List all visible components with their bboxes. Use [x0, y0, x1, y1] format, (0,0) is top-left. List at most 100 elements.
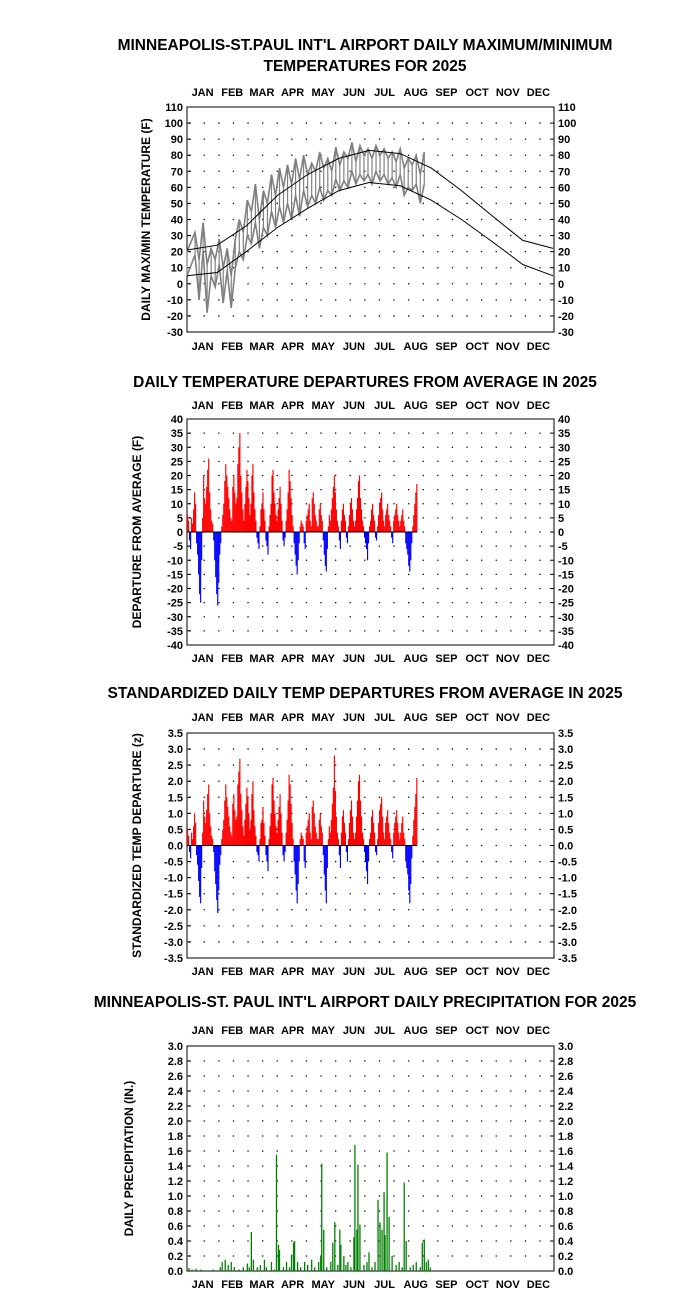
y-tick-label-left: 2.4	[168, 1086, 184, 1098]
departure-bar	[328, 826, 330, 846]
departure-bar	[337, 526, 339, 532]
month-label-top: APR	[281, 400, 304, 412]
month-label-bottom: OCT	[465, 1279, 489, 1291]
y-tick-label-left: 0.2	[168, 1251, 183, 1263]
departure-bar	[344, 832, 347, 846]
departure-bar	[340, 520, 342, 532]
y-tick-label-right: 3.5	[558, 728, 573, 740]
departure-bar	[291, 515, 293, 532]
departure-bar	[274, 503, 276, 532]
month-label-bottom: SEP	[435, 653, 457, 665]
departure-bar	[308, 503, 310, 532]
departure-bar	[292, 526, 294, 532]
departure-bar	[259, 526, 261, 532]
departure-bar	[237, 464, 239, 532]
y-tick-label-right: -3.5	[558, 953, 577, 965]
departure-bar	[214, 532, 216, 561]
y-tick-label-right: 10	[558, 499, 570, 511]
departure-bar	[358, 475, 361, 532]
month-label-top: AUG	[404, 1025, 428, 1037]
y-tick-label-right: 0.5	[558, 824, 573, 836]
month-label-top: SEP	[435, 400, 457, 412]
month-label-top: OCT	[465, 400, 489, 412]
departure-bar	[232, 803, 234, 846]
month-label-top: JUL	[374, 712, 395, 724]
y-tick-label-right: 1.2	[558, 1176, 573, 1188]
departure-bar	[357, 781, 360, 846]
departure-bar	[201, 532, 203, 561]
departure-bar	[207, 794, 209, 846]
y-tick-label-left: 0.5	[168, 824, 183, 836]
departure-bar	[289, 784, 291, 846]
departure-bar	[216, 845, 218, 901]
y-tick-label-left: -3.5	[164, 953, 183, 965]
departure-bar	[293, 532, 295, 544]
departure-bar	[329, 832, 331, 846]
departure-bar	[404, 839, 406, 846]
departure-bar	[345, 845, 348, 852]
departure-bar	[286, 819, 288, 846]
departure-bar	[257, 845, 259, 856]
departure-bar	[267, 845, 269, 872]
y-tick-label-right: -30	[558, 612, 574, 624]
departure-bar	[191, 517, 193, 532]
month-label-top: OCT	[465, 87, 489, 99]
month-label-bottom: MAR	[249, 1279, 274, 1291]
month-label-top: JUL	[374, 400, 395, 412]
departure-bar	[390, 839, 392, 846]
departure-bar	[198, 532, 200, 575]
series-normal-high	[186, 149, 554, 251]
departure-bar	[265, 845, 267, 856]
departure-bar	[212, 523, 214, 532]
y-tick-label-right: 40	[558, 414, 570, 426]
month-label-bottom: APR	[281, 966, 304, 978]
departure-bar	[291, 823, 293, 846]
departure-bar	[362, 839, 365, 846]
departure-bar	[394, 823, 396, 846]
departure-bar	[412, 835, 414, 846]
departure-bar	[276, 832, 278, 846]
departure-bar	[233, 475, 235, 532]
y-tick-label-right: 1.5	[558, 792, 573, 804]
y-tick-label-right: 0.8	[558, 1206, 573, 1218]
y-tick-label-left: 15	[171, 485, 183, 497]
departure-bar	[416, 778, 418, 846]
departure-bar	[285, 832, 287, 846]
departure-bar	[415, 492, 417, 532]
departure-bar	[274, 813, 276, 846]
departure-bar	[224, 800, 226, 846]
departure-bar	[377, 526, 379, 532]
month-label-top: MAR	[249, 400, 274, 412]
month-label-bottom: DEC	[527, 966, 550, 978]
departure-bar	[195, 503, 197, 532]
departure-bar	[206, 810, 208, 846]
departure-bar	[325, 532, 327, 572]
month-label-top: MAR	[249, 87, 274, 99]
departure-bar	[302, 839, 304, 846]
y-tick-label-right: 15	[558, 485, 570, 497]
departure-bar	[382, 816, 384, 846]
month-label-bottom: JAN	[192, 653, 214, 665]
y-tick-label-right: 0.4	[558, 1236, 574, 1248]
departure-bar	[368, 839, 371, 846]
departure-bar	[235, 503, 237, 532]
departure-bar	[199, 532, 201, 595]
y-tick-label-right: 20	[558, 247, 570, 259]
departure-bar	[248, 813, 250, 846]
month-label-top: DEC	[527, 712, 550, 724]
departure-bar	[246, 469, 248, 532]
chart-panel-1: DAILY MAX/MIN TEMPERATURE (F)	[139, 106, 555, 333]
y-tick-label-right: 2.4	[558, 1086, 574, 1098]
month-label-bottom: JUL	[374, 966, 395, 978]
month-label-bottom: FEB	[221, 1279, 243, 1291]
y-tick-label-left: 70	[171, 166, 183, 178]
departure-bar	[336, 832, 338, 846]
y-tick-label-left: 1.5	[168, 792, 183, 804]
departure-bar	[199, 845, 201, 897]
departure-bar	[404, 526, 406, 532]
departure-bar	[318, 819, 320, 846]
departure-bar	[268, 839, 270, 846]
departure-bar	[366, 845, 369, 885]
departure-bar	[306, 826, 308, 846]
month-label-bottom: AUG	[404, 653, 428, 665]
